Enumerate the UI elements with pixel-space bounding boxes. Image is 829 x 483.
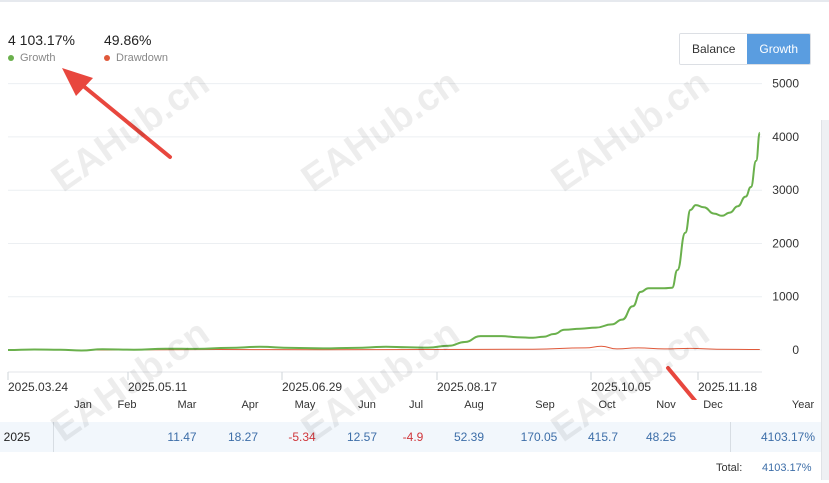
total-separator (730, 422, 731, 452)
month-header: May (294, 399, 316, 411)
growth-value: 4 103.17% (8, 32, 75, 48)
annotation-arrow-shaft (666, 366, 698, 400)
month-header: Oct (598, 399, 616, 411)
month-header: Apr (241, 399, 259, 411)
month-header: Mar (177, 399, 197, 411)
month-header-row: Jan Feb Mar Apr May Jun Jul Aug Sep Oct Nov Dec Year (0, 399, 829, 415)
drawdown-legend: Drawdown (104, 52, 168, 64)
scrollbar[interactable] (821, 120, 829, 480)
year-separator (53, 422, 54, 452)
month-value: 415.7 (587, 430, 619, 444)
row-year: 2025 (3, 430, 31, 444)
total-value: 4103.17% (762, 462, 812, 474)
x-tick-label: 2025.06.29 (282, 380, 342, 394)
month-value: 12.57 (346, 430, 378, 444)
drawdown-value: 49.86% (104, 32, 152, 48)
growth-stat: 4 103.17% Growth (8, 32, 75, 64)
month-header: Jun (358, 399, 376, 411)
month-header: Aug (464, 399, 484, 411)
x-tick-label: 2025.08.17 (437, 380, 497, 394)
month-value: 11.47 (167, 430, 197, 444)
chart-mode-toggle: Balance Growth (679, 33, 812, 65)
growth-button[interactable]: Growth (747, 34, 811, 64)
growth-label: Growth (20, 52, 56, 64)
x-tick-label: 2025.05.11 (128, 380, 187, 394)
month-header: Jan (74, 399, 92, 411)
y-tick-label: 1000 (772, 290, 799, 304)
table-row: 2025 11.47 18.27 -5.34 12.57 -4.9 52.39 170.05 4… (0, 422, 829, 452)
balance-button[interactable]: Balance (680, 34, 748, 64)
x-tick-label: 2025.03.24 (8, 380, 68, 394)
growth-chart: 5000 4000 3000 2000 1000 0 2025.03.24 2025.05.1… (7, 68, 799, 400)
growth-legend-dot (8, 55, 14, 61)
month-value: -4.9 (402, 430, 424, 444)
month-value: -5.34 (288, 430, 316, 444)
month-header: Jul (408, 399, 424, 411)
annotation-arrow-shaft (74, 78, 172, 159)
drawdown-legend-dot (104, 55, 110, 61)
month-header: Sep (535, 399, 555, 411)
month-value: 48.25 (645, 430, 677, 444)
month-value: 170.05 (520, 430, 558, 444)
growth-series-line (7, 131, 761, 352)
month-header: Nov (656, 399, 676, 411)
drawdown-stat: 49.86% Drawdown (104, 32, 168, 64)
growth-legend: Growth (8, 52, 75, 64)
annotation-arrow-head (62, 68, 93, 96)
month-value: 52.39 (453, 430, 485, 444)
y-tick-label: 0 (792, 343, 799, 357)
x-tick-label: 2025.11.18 (698, 380, 757, 394)
y-tick-label: 2000 (772, 236, 799, 250)
top-border (0, 0, 829, 2)
total-label: Total: (716, 462, 743, 474)
month-header: Feb (117, 399, 137, 411)
month-value: 18.27 (227, 430, 259, 444)
month-header: Dec (703, 399, 723, 411)
drawdown-label: Drawdown (116, 52, 168, 64)
y-tick-label: 4000 (772, 130, 799, 144)
x-tick-label: 2025.10.05 (591, 380, 651, 394)
year-header: Year (791, 399, 815, 411)
y-tick-label: 3000 (772, 183, 799, 197)
year-total-value: 4103.17% (760, 430, 816, 444)
y-tick-label: 5000 (772, 77, 799, 91)
